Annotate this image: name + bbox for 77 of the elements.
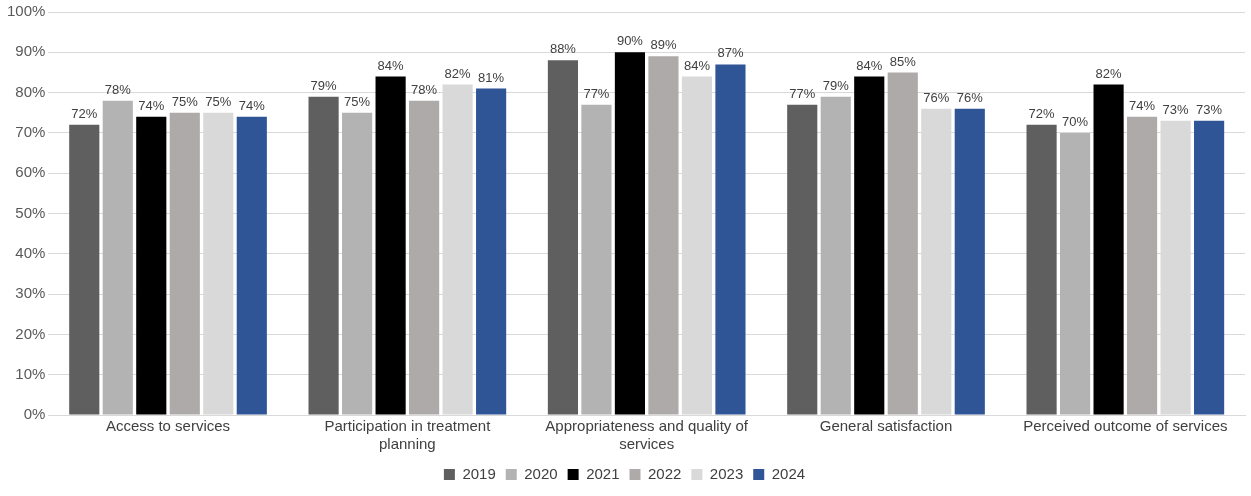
bar: [476, 88, 507, 415]
x-tick-label: General satisfaction: [819, 417, 953, 435]
y-tick-label: 20%: [15, 324, 46, 342]
legend-label: 2019: [462, 464, 496, 482]
data-label: 88%: [549, 41, 577, 57]
data-label: 78%: [411, 81, 438, 97]
bar: [136, 116, 167, 415]
bar: [787, 104, 818, 415]
bar: [1194, 120, 1225, 415]
bar: [820, 96, 851, 415]
data-label: 72%: [1028, 105, 1056, 121]
data-label: 78%: [104, 81, 132, 97]
y-tick-label: 0%: [23, 405, 46, 423]
bar: [69, 124, 100, 415]
x-tick-label: Participation in treatment planning: [324, 417, 492, 453]
y-tick-label: 10%: [15, 364, 46, 382]
legend-label: 2024: [771, 464, 806, 482]
bar: [409, 100, 440, 415]
data-label: 73%: [1196, 101, 1223, 117]
x-tick-label: Appropriateness and quality of services: [545, 417, 749, 453]
data-label: 82%: [1095, 65, 1123, 81]
bar: [308, 96, 339, 415]
data-label: 73%: [1162, 101, 1190, 117]
data-label: 81%: [478, 69, 505, 85]
data-label: 74%: [1129, 97, 1156, 113]
bar: [715, 64, 746, 415]
bar: [614, 52, 646, 415]
legend-label: 2022: [648, 464, 682, 482]
legend-label: 2020: [524, 464, 558, 482]
data-label: 76%: [956, 89, 984, 105]
y-tick-label: 30%: [15, 284, 46, 302]
bar: [581, 104, 612, 415]
x-tick-label: Access to services: [105, 417, 231, 435]
data-label: 84%: [377, 57, 405, 73]
y-tick-label: 50%: [15, 203, 46, 221]
y-tick-label: 40%: [15, 243, 46, 261]
data-label: 79%: [822, 77, 850, 93]
data-label: 70%: [1062, 113, 1089, 129]
data-label: 76%: [923, 89, 950, 105]
y-tick-label: 60%: [15, 163, 46, 181]
bar: [169, 112, 200, 415]
legend-label: 2021: [586, 464, 620, 482]
data-label: 90%: [616, 33, 644, 49]
data-label: 75%: [344, 93, 371, 109]
bar: [547, 60, 578, 415]
bar: [648, 56, 679, 415]
data-label: 79%: [310, 77, 338, 93]
bar: [375, 76, 406, 415]
data-label: 75%: [171, 93, 199, 109]
data-label: 77%: [583, 85, 610, 101]
data-label: 77%: [789, 85, 816, 101]
bar: [1026, 124, 1057, 415]
bar: [102, 100, 133, 415]
bar: [1093, 84, 1124, 415]
data-label: 82%: [444, 65, 472, 81]
data-label: 84%: [856, 57, 883, 73]
data-label: 89%: [650, 37, 677, 53]
bar: [954, 108, 985, 415]
data-label: 72%: [71, 105, 98, 121]
data-label: 87%: [717, 45, 744, 61]
y-tick-label: 100%: [6, 2, 46, 20]
data-label: 85%: [889, 53, 917, 69]
x-tick-label: Perceived outcome of services: [1023, 417, 1228, 435]
legend-label: 2023: [709, 464, 744, 482]
data-label: 84%: [683, 57, 711, 73]
bar: [887, 72, 918, 415]
y-tick-label: 80%: [15, 82, 46, 100]
bar: [1060, 132, 1091, 415]
bar: [1127, 116, 1158, 415]
y-tick-label: 70%: [15, 123, 46, 141]
bar: [854, 76, 885, 415]
bar: [342, 112, 373, 415]
data-label: 74%: [238, 97, 266, 113]
y-tick-label: 90%: [15, 42, 46, 60]
data-label: 74%: [138, 97, 165, 113]
data-label: 75%: [205, 93, 232, 109]
bar: [236, 116, 267, 415]
